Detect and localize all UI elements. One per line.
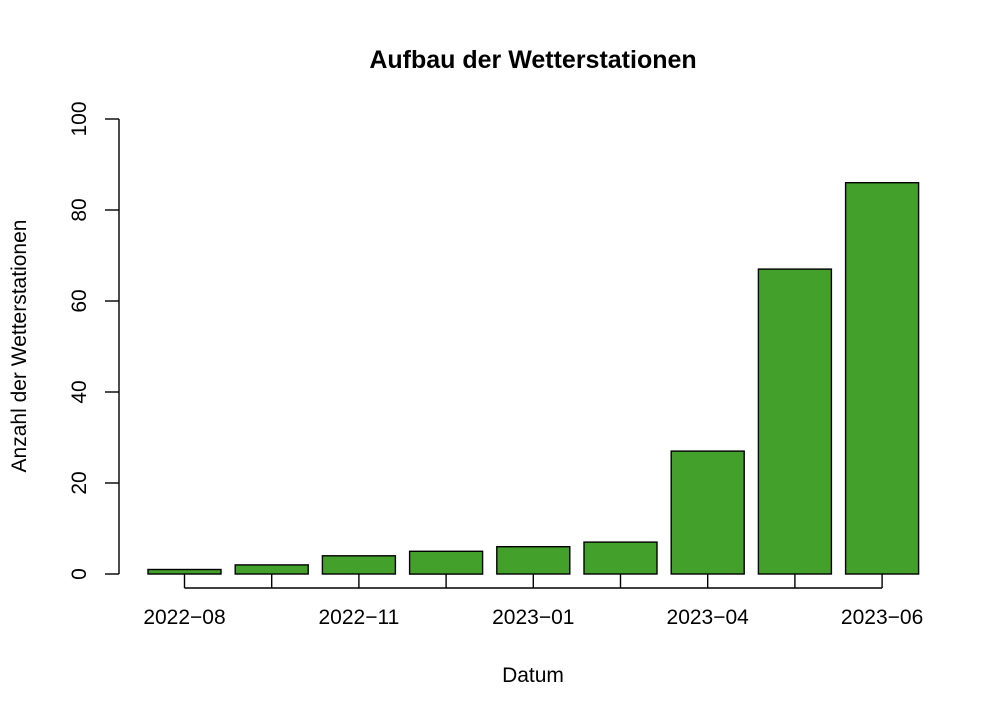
y-axis: 0 20 40 60 80 100: [68, 101, 120, 580]
bar-7: [757, 268, 833, 575]
x-axis: 2022−08 2022−11 2023−01 2023−04 2023−06: [143, 574, 923, 629]
bar-2: [321, 555, 397, 575]
bar-5: [583, 541, 658, 575]
x-tick-label: 2023−01: [492, 606, 574, 629]
y-tick-label: 0: [68, 568, 91, 580]
x-tick-label: 2023−04: [667, 606, 750, 629]
x-tick-label: 2023−06: [841, 606, 923, 629]
bar-0: [147, 568, 222, 575]
y-tick-label: 40: [68, 380, 91, 403]
y-tick-label: 20: [68, 471, 91, 494]
bar-1: [234, 564, 309, 575]
chart-title: Aufbau der Wetterstationen: [369, 46, 696, 74]
bar-3: [408, 550, 484, 575]
bar-6: [670, 450, 745, 575]
x-tick-label: 2022−11: [319, 606, 400, 629]
y-tick-label: 100: [68, 101, 91, 136]
y-tick-label: 80: [68, 198, 91, 221]
bar-4: [496, 546, 571, 575]
bars-group: [147, 181, 920, 575]
y-tick-label: 60: [68, 289, 91, 312]
x-tick-label: 2022−08: [143, 606, 225, 629]
x-axis-label: Datum: [502, 664, 564, 687]
y-axis-label: Anzahl der Wetterstationen: [8, 220, 31, 473]
bar-8: [844, 181, 920, 575]
